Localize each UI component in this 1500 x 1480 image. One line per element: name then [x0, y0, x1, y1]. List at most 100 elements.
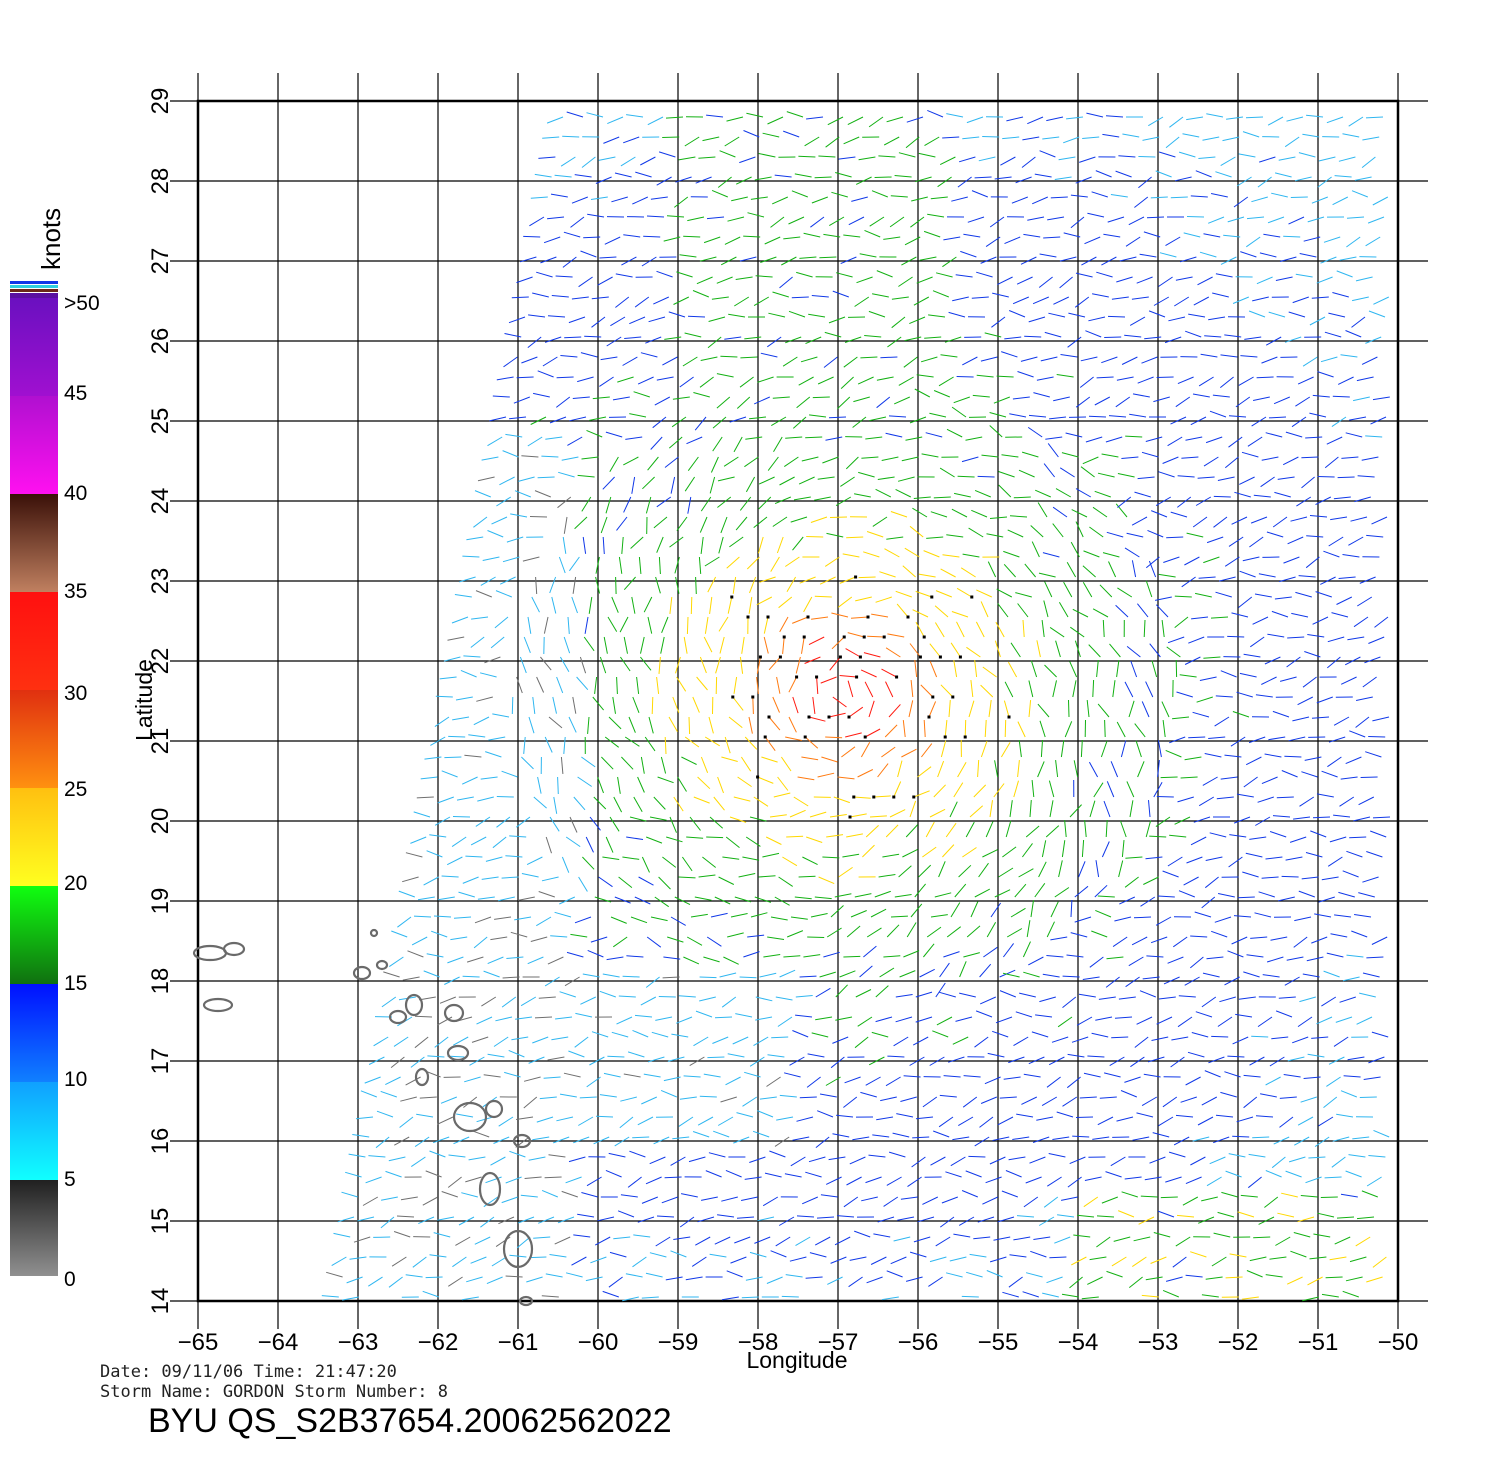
wind-vector	[877, 476, 895, 480]
wind-vector	[469, 1056, 485, 1066]
wind-vector	[1001, 454, 1019, 458]
wind-vector	[1076, 1016, 1093, 1026]
wind-vector	[1318, 1116, 1334, 1127]
wind-vector	[779, 616, 789, 633]
wind-vector	[783, 1072, 801, 1078]
wind-vector	[603, 136, 620, 144]
wind-vector	[1214, 916, 1232, 923]
wind-vector	[1136, 276, 1153, 284]
wind-vector	[757, 1110, 774, 1118]
wind-vector	[1059, 276, 1073, 289]
wind-vector	[416, 796, 434, 799]
wind-vector	[1316, 696, 1333, 704]
wind-vector	[1372, 816, 1391, 819]
wind-vector	[843, 1196, 859, 1208]
wind-vector	[1220, 776, 1238, 780]
wind-vector	[1336, 1113, 1354, 1118]
wind-vector	[1084, 1176, 1102, 1181]
wind-vector	[863, 945, 877, 958]
wind-vector	[326, 1271, 343, 1278]
wind-vector	[937, 760, 945, 778]
wind-vector	[440, 1096, 457, 1104]
wind-vector	[985, 236, 1001, 248]
wind-vector	[671, 416, 687, 428]
colorbar-label: 0	[64, 1268, 76, 1291]
wind-vector	[1129, 800, 1134, 818]
wind-vector	[1352, 396, 1370, 402]
wind-vector	[584, 335, 602, 338]
wind-vector	[675, 576, 680, 594]
wind-vector	[553, 1136, 570, 1144]
wind-vector	[592, 696, 604, 711]
wind-vector	[621, 256, 637, 266]
wind-vector	[768, 716, 781, 731]
wind-vector	[1015, 1011, 1033, 1018]
wind-vector	[1023, 233, 1041, 238]
wind-vector	[1249, 536, 1264, 548]
wind-vector	[559, 991, 576, 998]
wind-vector	[1201, 1096, 1218, 1106]
wind-vector	[692, 290, 709, 298]
wind-vector	[1096, 376, 1114, 379]
wind-vector	[1091, 930, 1108, 938]
wind-vector	[825, 1076, 841, 1086]
wind-vector	[961, 1190, 978, 1198]
wind-vector	[486, 1276, 503, 1285]
wind-vector	[1307, 1053, 1325, 1058]
wind-vector	[1300, 1195, 1318, 1198]
wind-vector	[739, 376, 754, 388]
wind-vector	[597, 776, 604, 794]
rain-flag-marker	[778, 655, 782, 659]
wind-vector	[1082, 136, 1100, 139]
wind-vector	[1141, 1096, 1158, 1107]
wind-vector	[695, 576, 697, 595]
wind-vector	[814, 896, 832, 900]
wind-vector	[1106, 956, 1124, 960]
wind-vector	[968, 527, 984, 538]
wind-vector	[600, 356, 618, 361]
wind-vector	[856, 276, 873, 284]
wind-vector	[1117, 473, 1135, 478]
wind-vector	[1041, 1096, 1058, 1107]
island-outline	[352, 965, 372, 981]
wind-vector	[607, 116, 624, 125]
wind-vector	[772, 396, 790, 399]
wind-vector	[1372, 196, 1389, 206]
wind-vector	[644, 736, 656, 752]
wind-vector	[764, 1172, 782, 1178]
wind-vector	[949, 1256, 967, 1262]
wind-vector	[838, 866, 853, 878]
wind-vector	[886, 1270, 903, 1278]
wind-vector	[703, 236, 721, 244]
wind-vector	[1247, 436, 1263, 447]
wind-vector	[549, 576, 557, 594]
wind-vector	[1104, 336, 1122, 338]
wind-vector	[532, 696, 536, 714]
wind-vector	[878, 874, 896, 878]
wind-vector	[1069, 661, 1078, 678]
wind-vector	[640, 352, 658, 358]
wind-vector	[1045, 436, 1063, 440]
wind-vector	[1142, 136, 1160, 141]
wind-vector	[857, 1016, 873, 1027]
wind-vector	[448, 735, 466, 738]
wind-vector	[501, 876, 519, 879]
wind-vector	[690, 913, 708, 918]
wind-vector	[1209, 410, 1227, 418]
wind-vector	[1208, 736, 1226, 739]
wind-vector	[394, 1136, 410, 1146]
wind-vector	[1125, 856, 1143, 859]
rain-flag-marker	[838, 655, 842, 659]
wind-vector	[624, 336, 642, 339]
wind-vector	[849, 1256, 867, 1261]
wind-vector	[563, 1072, 581, 1078]
wind-vector	[1145, 1276, 1163, 1281]
wind-vector	[859, 253, 877, 258]
wind-vector	[903, 1075, 921, 1078]
wind-vector	[1223, 234, 1241, 238]
wind-vector	[424, 756, 442, 760]
wind-vector	[776, 1116, 794, 1121]
wind-vector	[746, 556, 760, 570]
wind-vector	[1257, 176, 1272, 188]
wind-vector	[895, 488, 912, 498]
